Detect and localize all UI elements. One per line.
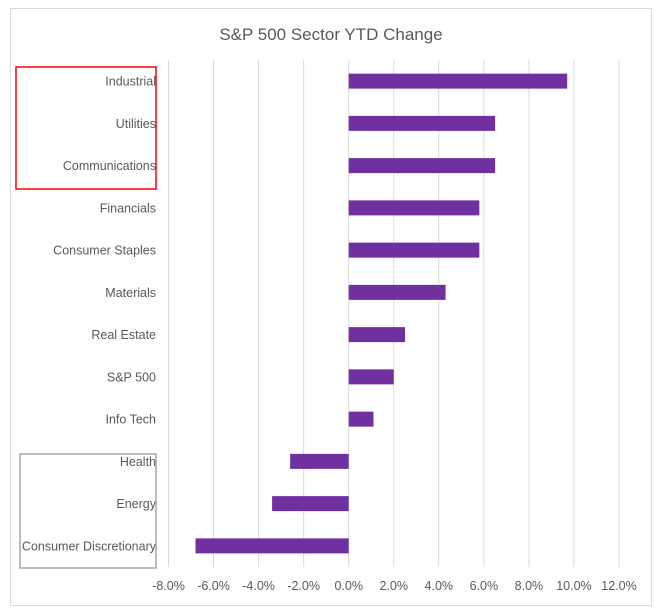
category-label: Real Estate (91, 328, 156, 342)
category-label: Utilities (116, 117, 156, 131)
bar (348, 369, 394, 385)
highlight-box-top (15, 66, 157, 190)
x-tick-label: 2.0% (380, 579, 409, 593)
x-tick-label: 10.0% (556, 579, 591, 593)
x-tick-label: 12.0% (601, 579, 636, 593)
x-tick-label: -6.0% (197, 579, 230, 593)
bar (348, 327, 406, 343)
bars (195, 73, 568, 554)
x-tick-label: -4.0% (242, 579, 275, 593)
bar (195, 538, 349, 554)
bar (290, 453, 349, 469)
x-tick-label: -2.0% (287, 579, 320, 593)
chart-title: S&P 500 Sector YTD Change (219, 25, 442, 44)
category-label: S&P 500 (107, 370, 156, 384)
highlight-box-bottom (19, 453, 157, 569)
x-tick-label: 6.0% (470, 579, 499, 593)
category-label: Consumer Staples (53, 244, 156, 258)
x-tick-label: 4.0% (425, 579, 454, 593)
bar (348, 73, 568, 89)
category-labels: Industrial Utilities Communications Financi… (22, 75, 157, 554)
category-label: Financials (100, 201, 156, 215)
x-tick-label: 0.0% (334, 579, 363, 593)
x-tick-labels: -8.0% -6.0% -4.0% -2.0% 0.0% 2.0% 4.0% 6.0% 8.0%… (152, 579, 637, 593)
x-tick-label: -8.0% (152, 579, 185, 593)
x-tick-label: 8.0% (515, 579, 544, 593)
category-label: Communications (63, 159, 156, 173)
gridlines (168, 60, 620, 567)
bar (348, 158, 496, 174)
category-label: Materials (105, 286, 156, 300)
category-label: Consumer Discretionary (22, 539, 157, 553)
bar (348, 411, 374, 427)
bar (348, 115, 496, 131)
bar (348, 200, 480, 216)
category-label: Info Tech (105, 413, 156, 427)
bar (348, 242, 480, 258)
category-label: Energy (116, 497, 156, 511)
bar (348, 284, 446, 300)
bar (272, 496, 349, 512)
category-label: Industrial (105, 75, 156, 89)
category-label: Health (120, 455, 156, 469)
